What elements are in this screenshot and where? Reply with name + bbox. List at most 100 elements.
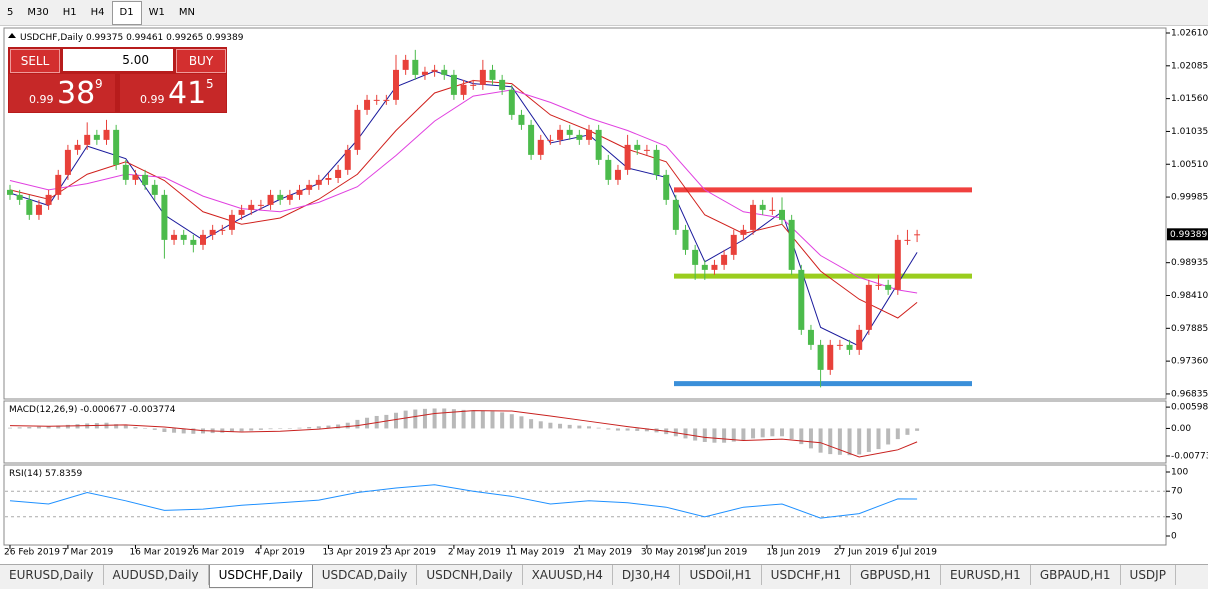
macd-bar [683,428,688,439]
timeframe-button[interactable]: M30 [27,6,49,18]
macd-bar [538,421,543,429]
timeframe-toolbar: 5 M30 H1 H4 D1 W1 MN [0,0,1208,26]
candle-body [132,174,139,180]
x-tick-label: 2 May 2019 [448,548,501,558]
buy-button[interactable]: BUY [176,49,226,73]
candle-body [865,284,872,330]
y-tick-label: 0 [1171,532,1177,542]
chart-tabs: EURUSD,Daily AUDUSD,Daily USDCHF,Daily USDC… [0,564,1208,589]
macd-bar [509,414,514,429]
macd-bar [239,428,244,432]
macd-bar [278,428,283,429]
macd-bar [886,428,891,445]
macd-panel [3,400,1167,464]
chart-tab[interactable]: GBPAUD,H1 [1031,565,1121,585]
chart-tab[interactable]: USDCAD,Daily [313,565,418,585]
macd-bar [519,416,524,429]
volume-input[interactable]: 5.00 [63,49,173,71]
macd-bar [442,408,447,429]
y-tick-label: 70 [1171,487,1183,497]
chart-tab[interactable]: DJ30,H4 [613,565,681,585]
candle-body [209,229,216,235]
candle-body [267,194,274,205]
timeframe-button[interactable]: D1 [111,0,142,25]
macd-bar [693,428,698,441]
chart-tab[interactable]: USDOil,H1 [680,565,762,585]
close-value: 0.99389 [206,33,243,43]
timeframe-button[interactable]: MN [178,6,195,18]
timeframe-button[interactable]: 5 [7,6,14,18]
candle-body [171,234,178,240]
macd-bar [741,428,746,441]
chart-tab[interactable]: EURUSD,Daily [0,565,104,585]
chart-tab[interactable]: USDCHF,Daily [208,565,313,588]
candle-body [190,239,197,245]
macd-bar [287,428,292,429]
candle-body [605,159,612,180]
macd-bar [75,424,80,429]
y-tick-label: 30 [1171,512,1183,522]
candle-body [402,59,409,70]
candle-body [364,99,371,110]
candle-body [450,74,457,95]
timeframe-button[interactable]: H4 [90,6,105,18]
macd-bar [143,428,148,429]
macd-bar [587,426,591,429]
macd-bar [857,428,862,455]
candle-body [441,69,448,75]
macd-bar [471,410,476,429]
candle-body [393,69,399,100]
macd-bar [915,428,920,431]
macd-bar [394,412,398,429]
candle-body [759,204,766,210]
ask-price[interactable]: 0.99 41 5 [120,74,226,112]
candle-body [557,129,564,140]
candle-body [846,344,853,350]
chart-header: USDCHF,Daily 0.99375 0.99461 0.99265 0.9… [20,33,244,43]
chart-tab[interactable]: AUDUSD,Daily [104,565,209,585]
macd-bar [422,408,427,429]
macd-bar [181,428,186,434]
y-tick-label: 0.98410 [1171,291,1208,301]
sell-button[interactable]: SELL [10,49,60,73]
macd-bar [229,428,234,432]
macd-bar [818,428,823,453]
chart-tab[interactable]: XAUUSD,H4 [523,565,613,585]
candle-body [682,229,689,250]
macd-bar [751,428,756,439]
candle-body [836,344,843,346]
chart-tab[interactable]: USDJP [1121,565,1176,585]
macd-bar [297,427,302,429]
macd-bar [355,419,360,429]
candle-body [460,84,467,95]
macd-bar [220,428,225,433]
y-tick-label: 0.99985 [1171,193,1208,203]
candle-body [84,134,91,145]
signal-value: -0.003774 [129,405,175,415]
rsi-header: RSI(14) 57.8359 [9,469,82,479]
candle-body [740,229,747,235]
candle-body [904,239,911,241]
chart-tab[interactable]: USDCHF,H1 [762,565,852,585]
timeframe-button[interactable]: H1 [62,6,77,18]
candle-body [431,69,438,72]
candle-body [277,194,284,200]
macd-bar [413,409,418,429]
candle-body [335,169,342,178]
macd-bar [65,424,70,429]
x-tick-label: 26 Feb 2019 [4,548,60,558]
indicator-line [9,410,918,458]
macd-bar [461,409,466,429]
chart-tab[interactable]: GBPUSD,H1 [851,565,941,585]
x-tick-label: 7 Mar 2019 [62,548,114,558]
candle-body [711,264,718,270]
bid-price[interactable]: 0.99 38 9 [9,74,115,112]
y-tick-label: 100 [1171,468,1188,478]
timeframe-button[interactable]: W1 [148,6,165,18]
candle-body [614,169,621,180]
macd-bar [895,428,900,440]
chart-tab[interactable]: USDCNH,Daily [417,565,523,585]
chart-tab[interactable]: EURUSD,H1 [941,565,1031,585]
